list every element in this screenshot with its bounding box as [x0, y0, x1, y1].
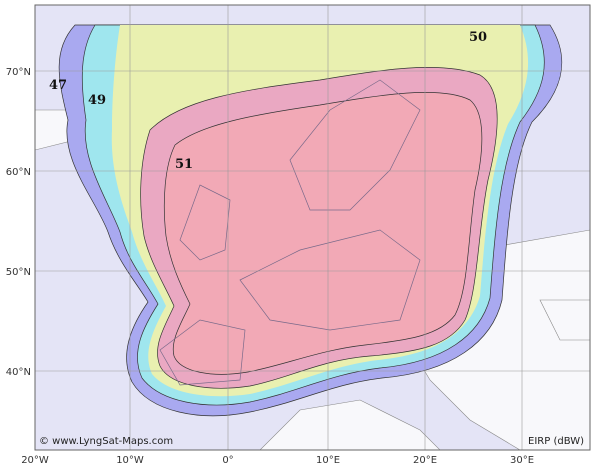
map-area: 47 49 50 51 © www.LyngSat-Maps.com EIRP …: [35, 5, 590, 450]
credit: © www.LyngSat-Maps.com: [39, 436, 173, 447]
land-turkey: [539, 299, 590, 341]
lon-labels: 20°W 10°W 0° 10°E 20°E 30°E: [21, 455, 534, 466]
contour-label: 49: [88, 93, 106, 108]
lon-label: 0°: [222, 455, 233, 466]
lon-label: 10°W: [116, 455, 144, 466]
lon-label: 30°E: [510, 455, 534, 466]
lat-label: 70°N: [6, 67, 31, 78]
contour-label: 50: [469, 30, 487, 45]
contour-core: [163, 92, 483, 375]
lon-label: 20°W: [21, 455, 49, 466]
lon-label: 20°E: [413, 455, 437, 466]
legend-label: EIRP (dBW): [528, 436, 584, 447]
lat-label: 40°N: [6, 367, 31, 378]
lon-label: 10°E: [316, 455, 340, 466]
contour-label: 51: [175, 157, 193, 172]
land-africa: [259, 399, 441, 450]
contour-label: 47: [49, 78, 67, 93]
frame: [34, 4, 591, 451]
coastlines: [159, 79, 421, 386]
lat-label: 50°N: [6, 267, 31, 278]
lat-label: 60°N: [6, 167, 31, 178]
lat-labels: 70°N 60°N 50°N 40°N: [6, 67, 31, 378]
graticule: [35, 5, 590, 450]
